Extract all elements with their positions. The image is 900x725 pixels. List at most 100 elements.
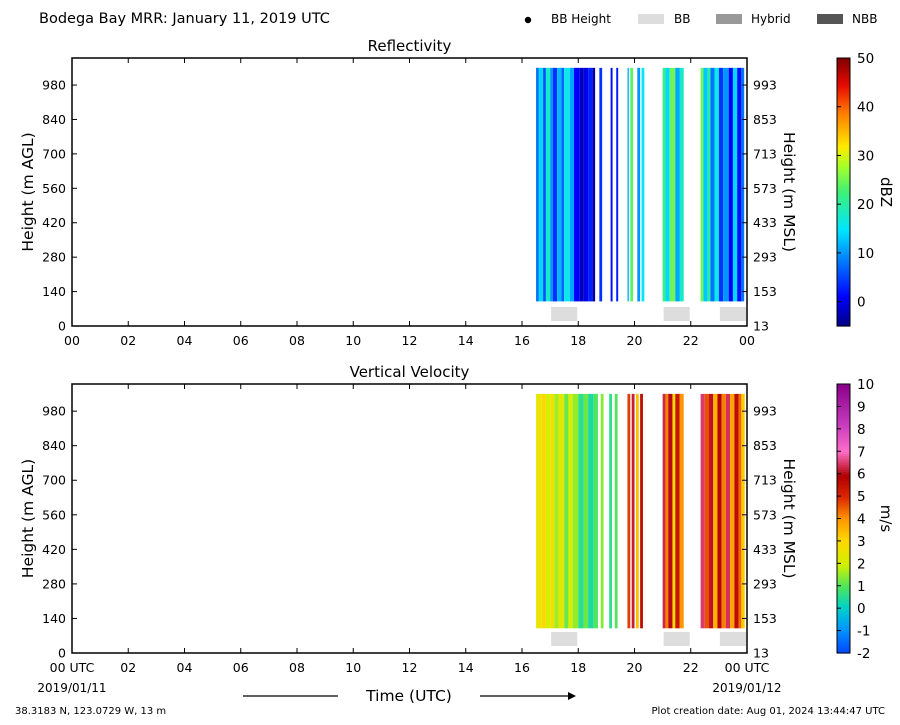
- data-column: [713, 393, 718, 629]
- colorbar-segment: [837, 520, 850, 524]
- colorbar-segment: [837, 200, 850, 204]
- data-column: [536, 67, 539, 302]
- colorbar-tick-label: 7: [857, 444, 866, 460]
- y-tick-label-right: 293: [753, 576, 777, 591]
- colorbar-segment: [837, 614, 850, 618]
- x-tick-label: 04: [177, 333, 193, 348]
- data-column: [541, 393, 546, 629]
- x-tick-label: 06: [233, 333, 249, 348]
- colorbar-segment: [837, 587, 850, 591]
- colorbar-segment: [837, 480, 850, 484]
- colorbar-segment: [837, 160, 850, 164]
- colorbar-tick-label: -1: [857, 624, 870, 640]
- time-arrow-head-icon: [568, 692, 576, 700]
- colorbar-segment: [837, 294, 850, 298]
- data-column: [737, 67, 742, 302]
- y-tick-label: 280: [42, 576, 66, 591]
- data-column: [631, 393, 635, 629]
- y-axis-label: Height (m AGL): [19, 132, 37, 251]
- data-column: [669, 67, 676, 302]
- data-column: [679, 393, 684, 629]
- y-tick-label: 840: [42, 112, 66, 127]
- colorbar-segment: [837, 608, 850, 612]
- x-tick-label: 10: [345, 333, 361, 348]
- data-column: [561, 67, 565, 302]
- data-column: [588, 67, 593, 302]
- colorbar-segment: [837, 401, 850, 405]
- legend-label: BB: [674, 12, 690, 26]
- colorbar-segment: [837, 189, 850, 193]
- colorbar-segment: [837, 545, 850, 549]
- colorbar-segment: [837, 612, 850, 616]
- data-column: [637, 67, 641, 302]
- colorbar-tick-label: 1: [857, 579, 866, 595]
- data-column: [569, 67, 575, 302]
- x-tick-label: 20: [627, 660, 643, 675]
- colorbar-segment: [837, 617, 850, 620]
- y-tick-label-right: 853: [753, 438, 777, 453]
- data-column: [550, 67, 553, 302]
- colorbar-segment: [837, 234, 850, 238]
- data-column: [723, 67, 729, 302]
- colorbar-segment: [837, 610, 850, 614]
- colorbar-tick-label: 5: [857, 489, 866, 505]
- data-column: [668, 393, 673, 629]
- colorbar-segment: [837, 410, 850, 414]
- colorbar-segment: [837, 151, 850, 155]
- colorbar-segment: [837, 415, 850, 419]
- data-column: [662, 393, 666, 629]
- colorbar-segment: [837, 247, 850, 251]
- colorbar-segment: [837, 281, 850, 285]
- colorbar-segment: [837, 384, 850, 387]
- colorbar-segment: [837, 424, 850, 428]
- colorbar-segment: [837, 408, 850, 412]
- data-column: [599, 67, 603, 302]
- data-column: [574, 67, 580, 302]
- colorbar-segment: [837, 635, 850, 638]
- colorbar-segment: [837, 299, 850, 303]
- x-tick-label: 16: [514, 333, 530, 348]
- colorbar-segment: [837, 462, 850, 466]
- colorbar-segment: [837, 267, 850, 271]
- colorbar-segment: [837, 95, 850, 99]
- data-column: [538, 67, 544, 302]
- colorbar-segment: [837, 478, 850, 481]
- data-column: [732, 67, 738, 302]
- colorbar-segment: [837, 552, 850, 555]
- colorbar-tick-label: 0: [857, 295, 866, 311]
- data-column: [707, 67, 711, 302]
- colorbar-segment: [837, 256, 850, 260]
- colorbar-tick-label: 9: [857, 399, 866, 415]
- colorbar-segment: [837, 185, 850, 189]
- colorbar-segment: [837, 174, 850, 177]
- colorbar-segment: [837, 296, 850, 300]
- y-axis-label-right: Height (m MSL): [780, 458, 798, 578]
- colorbar-segment: [837, 596, 850, 600]
- colorbar-segment: [837, 388, 850, 392]
- colorbar-segment: [837, 290, 850, 294]
- y-tick-label: 0: [58, 319, 66, 334]
- colorbar: 0 10 20 30 40 50 dBZ: [836, 51, 895, 327]
- colorbar-segment: [837, 272, 850, 276]
- colorbar-segment: [837, 98, 850, 102]
- colorbar-segment: [837, 644, 850, 647]
- colorbar-segment: [837, 493, 850, 497]
- y-axis-label-right: Height (m MSL): [780, 132, 798, 252]
- y-tick-label-right: 713: [753, 473, 777, 488]
- x-tick-label: 00: [64, 333, 80, 348]
- y-tick-label-right: 853: [753, 112, 777, 127]
- data-column: [717, 393, 722, 629]
- data-column: [545, 67, 551, 302]
- colorbar-segment: [837, 87, 850, 90]
- colorbar-segment: [837, 194, 850, 198]
- x-tick-label: 04: [177, 660, 193, 675]
- colorbar-segment: [837, 212, 850, 215]
- colorbar-segment: [837, 183, 850, 186]
- x-tick-label: 22: [683, 333, 699, 348]
- colorbar-segment: [837, 585, 850, 589]
- colorbar-tick-label: -2: [857, 646, 870, 662]
- legend-label: BB Height: [551, 12, 611, 26]
- data-column: [728, 67, 733, 302]
- colorbar-segment: [837, 198, 850, 202]
- colorbar-segment: [837, 245, 850, 249]
